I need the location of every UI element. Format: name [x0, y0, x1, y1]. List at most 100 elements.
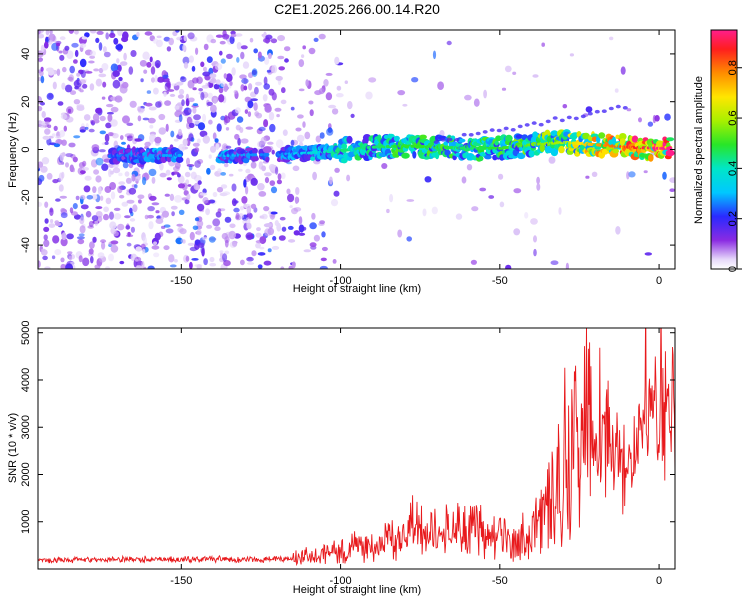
spectrogram-noise-blob: [103, 213, 109, 221]
spectrogram-noise-blob: [112, 79, 121, 89]
spectrogram-noise-blob: [259, 246, 265, 250]
spectrogram-noise-blob: [105, 32, 109, 40]
spectrogram-noise-blob: [220, 58, 226, 64]
spectrogram-noise-blob: [153, 252, 160, 258]
spectrogram-noise-blob: [176, 81, 184, 86]
spectrogram-noise-blob: [279, 216, 286, 221]
spectrogram-noise-blob: [47, 124, 52, 129]
spectrogram-noise-blob: [628, 171, 636, 178]
spectrogram-noise-blob: [277, 55, 285, 60]
spectrogram-noise-blob: [216, 123, 222, 132]
spectrogram-noise-blob: [250, 161, 257, 169]
spectrogram-noise-blob: [261, 213, 268, 220]
spectrogram-noise-blob: [48, 223, 56, 229]
spectrogram-ridge-blob: [175, 156, 184, 163]
spectrogram-noise-blob: [182, 44, 186, 52]
spectrogram-noise-blob: [88, 128, 95, 133]
spectrogram-noise-blob: [336, 85, 342, 91]
spectrogram-noise-blob: [175, 30, 180, 33]
spectrogram-noise-blob: [153, 241, 158, 245]
spectrogram-noise-blob: [80, 204, 89, 210]
y-tick-label: 5000: [20, 320, 32, 344]
spectrogram-noise-blob: [50, 219, 54, 224]
spectrogram-noise-blob: [257, 264, 263, 269]
spectrogram-noise-blob: [103, 51, 111, 58]
spectrogram-ridge-blob: [419, 134, 427, 140]
spectrogram-noise-blob: [270, 211, 278, 215]
spectrogram-harmonic-blob: [622, 106, 628, 110]
spectrogram-harmonic-blob: [538, 122, 544, 127]
spectrogram-noise-blob: [86, 195, 94, 200]
spectrogram-noise-blob: [244, 109, 249, 114]
snr-series-line: [38, 328, 675, 567]
spectrogram-noise-blob: [197, 242, 205, 248]
spectrogram-noise-blob: [196, 264, 202, 269]
spectrogram-noise-blob: [267, 141, 274, 145]
spectrogram-noise-blob: [38, 260, 41, 268]
colorbar-tick-label: 0: [727, 266, 739, 272]
spectrogram-noise-blob: [140, 78, 144, 83]
spectrogram-noise-blob: [271, 149, 275, 155]
spectrogram-noise-blob: [53, 125, 58, 131]
spectrogram-noise-blob: [60, 263, 66, 269]
snr-x-axis-label: Height of straight line (km): [293, 584, 421, 596]
spectrogram-noise-blob: [138, 199, 142, 204]
spectrogram-noise-blob: [268, 163, 276, 171]
spectrogram-noise-blob: [57, 140, 64, 144]
spectrogram-noise-blob: [431, 206, 438, 215]
spectrogram-noise-blob: [287, 225, 294, 230]
spectrogram-noise-blob: [181, 99, 185, 107]
spectrogram-noise-blob: [186, 193, 191, 201]
spectrogram-noise-blob: [81, 36, 88, 40]
spectrogram-noise-blob: [228, 230, 236, 240]
spectrogram-noise-blob: [48, 39, 53, 45]
spectrogram-noise-blob: [209, 262, 217, 267]
spectrogram-noise-blob: [236, 57, 240, 63]
spectrogram-noise-blob: [134, 184, 138, 189]
spectrogram-noise-blob: [79, 129, 86, 133]
spectrogram-noise-blob: [319, 132, 325, 139]
spectrogram-noise-blob: [177, 173, 181, 178]
spectrogram-noise-blob: [512, 71, 517, 76]
spectrogram-ridge-blob: [383, 134, 389, 140]
spectrogram-noise-blob: [280, 99, 287, 105]
spectrogram-ridge-blob: [435, 151, 440, 160]
spectrogram-noise-blob: [135, 265, 143, 269]
spectrogram-noise-blob: [258, 191, 267, 197]
spectrogram-noise-blob: [189, 261, 193, 269]
spectrogram-noise-blob: [192, 225, 199, 231]
spectrogram-harmonic-blob: [440, 138, 446, 142]
spectrogram-noise-blob: [281, 87, 286, 94]
spectrogram-noise-blob: [206, 56, 213, 63]
spectrogram-noise-blob: [270, 38, 278, 44]
spectrogram-noise-blob: [59, 195, 67, 199]
spectrogram-noise-blob: [271, 64, 278, 74]
spectrogram-noise-blob: [167, 80, 171, 90]
spectrogram-noise-blob: [235, 107, 241, 114]
spectrogram-noise-blob: [548, 156, 556, 164]
spectrogram-harmonic-blob: [517, 124, 523, 129]
spectrogram-noise-blob: [135, 246, 142, 252]
spectrogram-noise-blob: [229, 223, 236, 229]
spectrogram-noise-blob: [234, 33, 243, 37]
spectrogram-noise-blob: [247, 111, 252, 117]
spectrogram-noise-blob: [58, 172, 64, 182]
spectrogram-noise-blob: [136, 31, 140, 38]
spectrogram-noise-blob: [76, 104, 85, 109]
spectrogram-noise-blob: [533, 235, 537, 243]
spectrogram-noise-blob: [90, 30, 97, 34]
spectrogram-noise-blob: [79, 43, 87, 48]
y-tick-label: 40: [20, 48, 32, 60]
spectrogram-noise-blob: [125, 177, 132, 184]
spectrogram-noise-blob: [188, 108, 193, 114]
spectrogram-noise-blob: [219, 250, 224, 254]
spectrogram-noise-blob: [154, 74, 158, 83]
spectrogram-noise-blob: [245, 168, 251, 174]
spectrogram-noise-blob: [424, 176, 432, 183]
spectrogram-ridge-blob: [619, 133, 627, 141]
spectrogram-noise-blob: [82, 160, 87, 167]
spectrogram-noise-blob: [127, 231, 131, 237]
spectrogram-harmonic-blob: [475, 131, 481, 136]
spectrogram-noise-blob: [196, 220, 204, 228]
spectrogram-noise-blob: [236, 116, 244, 123]
